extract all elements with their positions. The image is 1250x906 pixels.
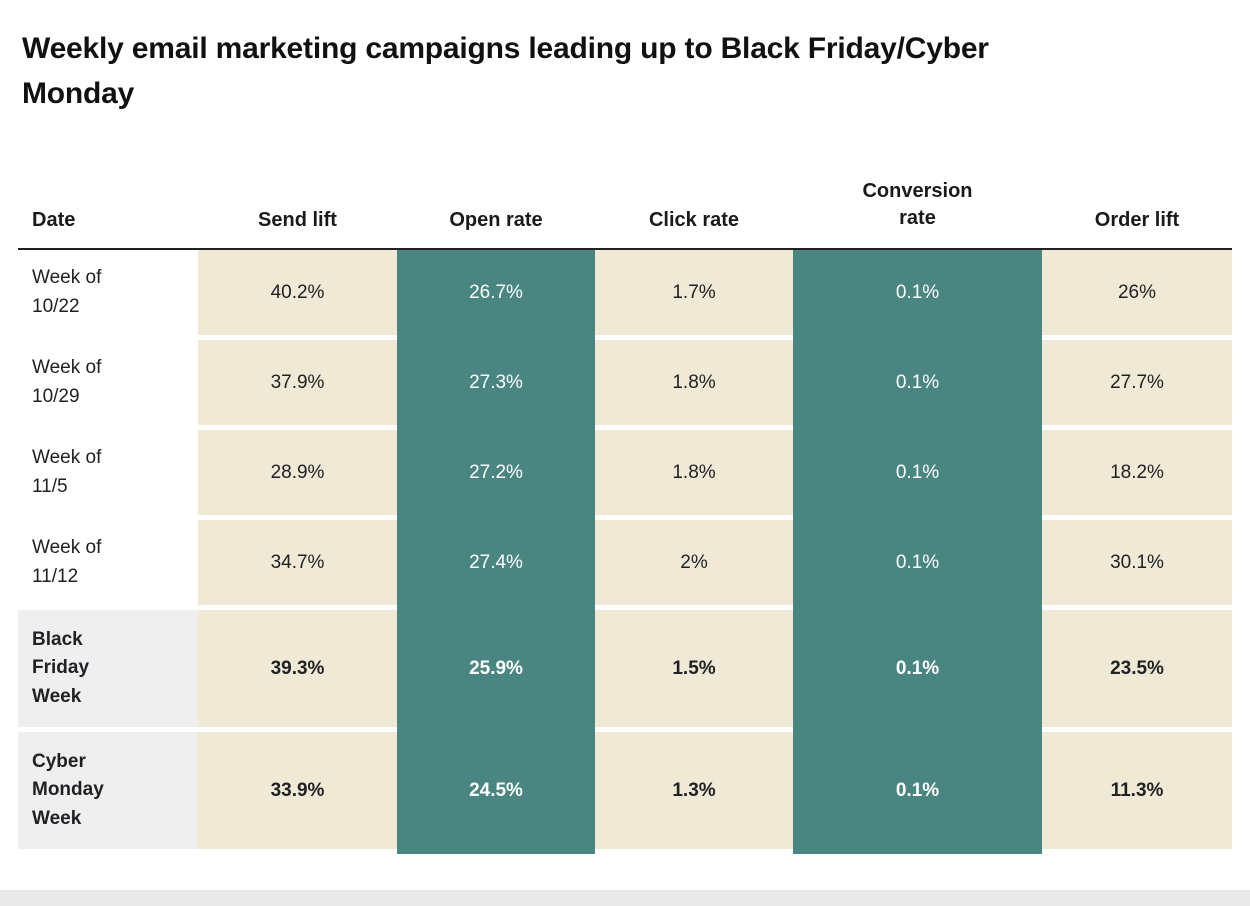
- order-lift-cell: 23.5%: [1042, 610, 1232, 732]
- table-row: Week of 10/29 37.9% 27.3% 1.8% 0.1% 27.7…: [18, 340, 1232, 430]
- conversion-rate-cell: 0.1%: [793, 340, 1042, 430]
- order-lift-cell: 18.2%: [1042, 430, 1232, 520]
- page-title: Weekly email marketing campaigns leading…: [22, 32, 989, 110]
- open-rate-cell: 26.7%: [397, 250, 595, 340]
- date-label: Black Friday Week: [32, 628, 90, 707]
- conversion-rate-cell: 0.1%: [793, 732, 1042, 854]
- click-rate-cell: 1.8%: [595, 430, 793, 520]
- column-header-click-rate: Click rate: [595, 166, 793, 250]
- send-lift-cell: 28.9%: [198, 430, 397, 520]
- order-lift-cell: 11.3%: [1042, 732, 1232, 854]
- table-row-highlighted: Cyber Monday Week 33.9% 24.5% 1.3% 0.1% …: [18, 732, 1232, 854]
- date-cell: Week of 11/5: [18, 430, 198, 520]
- send-lift-cell: 37.9%: [198, 340, 397, 430]
- table-row: Week of 11/12 34.7% 27.4% 2% 0.1% 30.1%: [18, 520, 1232, 610]
- click-rate-cell: 1.8%: [595, 340, 793, 430]
- click-rate-cell: 1.3%: [595, 732, 793, 854]
- send-lift-cell: 40.2%: [198, 250, 397, 340]
- send-lift-cell: 33.9%: [198, 732, 397, 854]
- date-label: Week of 10/29: [32, 357, 102, 407]
- send-lift-cell: 34.7%: [198, 520, 397, 610]
- conversion-rate-cell: 0.1%: [793, 250, 1042, 340]
- table-header-row: Date Send lift Open rate Click rate Conv…: [18, 166, 1232, 250]
- date-label: Week of 11/12: [32, 537, 102, 587]
- open-rate-cell: 24.5%: [397, 732, 595, 854]
- open-rate-cell: 27.3%: [397, 340, 595, 430]
- date-label: Week of 10/22: [32, 267, 102, 317]
- bottom-edge-strip: [0, 890, 1250, 906]
- order-lift-cell: 30.1%: [1042, 520, 1232, 610]
- conversion-rate-cell: 0.1%: [793, 520, 1042, 610]
- column-header-open-rate: Open rate: [397, 166, 595, 250]
- order-lift-cell: 27.7%: [1042, 340, 1232, 430]
- campaign-metrics-table: Date Send lift Open rate Click rate Conv…: [18, 166, 1232, 854]
- click-rate-cell: 2%: [595, 520, 793, 610]
- conversion-rate-cell: 0.1%: [793, 430, 1042, 520]
- date-cell: Black Friday Week: [18, 610, 198, 732]
- send-lift-cell: 39.3%: [198, 610, 397, 732]
- date-cell: Week of 11/12: [18, 520, 198, 610]
- date-cell: Cyber Monday Week: [18, 732, 198, 854]
- column-header-send-lift: Send lift: [198, 166, 397, 250]
- open-rate-cell: 27.4%: [397, 520, 595, 610]
- conversion-rate-header-label: Conversion rate: [862, 180, 973, 229]
- table-row-highlighted: Black Friday Week 39.3% 25.9% 1.5% 0.1% …: [18, 610, 1232, 732]
- date-cell: Week of 10/29: [18, 340, 198, 430]
- order-lift-cell: 26%: [1042, 250, 1232, 340]
- conversion-rate-cell: 0.1%: [793, 610, 1042, 732]
- column-header-order-lift: Order lift: [1042, 166, 1232, 250]
- table-row: Week of 10/22 40.2% 26.7% 1.7% 0.1% 26%: [18, 250, 1232, 340]
- date-cell: Week of 10/22: [18, 250, 198, 340]
- column-header-conversion-rate: Conversion rate: [793, 166, 1042, 250]
- click-rate-cell: 1.7%: [595, 250, 793, 340]
- open-rate-cell: 25.9%: [397, 610, 595, 732]
- date-label: Cyber Monday Week: [32, 750, 104, 829]
- table-row: Week of 11/5 28.9% 27.2% 1.8% 0.1% 18.2%: [18, 430, 1232, 520]
- click-rate-cell: 1.5%: [595, 610, 793, 732]
- open-rate-cell: 27.2%: [397, 430, 595, 520]
- date-label: Week of 11/5: [32, 447, 102, 497]
- column-header-date: Date: [18, 166, 198, 250]
